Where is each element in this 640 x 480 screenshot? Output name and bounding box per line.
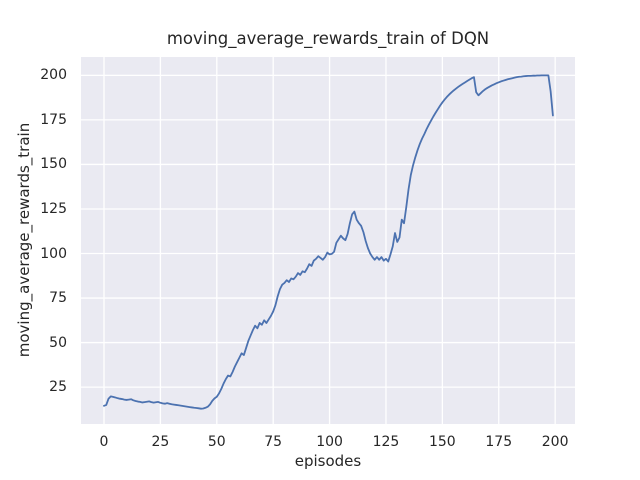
x-tick-label: 125 bbox=[372, 434, 400, 450]
reward-line bbox=[103, 74, 554, 410]
plot-area bbox=[81, 57, 575, 424]
x-tick-label: 100 bbox=[316, 434, 343, 450]
x-tick-label: 150 bbox=[428, 434, 456, 450]
plot-svg bbox=[81, 57, 575, 424]
y-axis-label: moving_average_rewards_train bbox=[15, 122, 33, 358]
x-tick-label: 25 bbox=[151, 434, 170, 450]
x-tick-label: 50 bbox=[207, 434, 226, 450]
x-axis-label: episodes bbox=[294, 452, 362, 470]
x-tick-label: 75 bbox=[264, 434, 283, 450]
x-tick-label: 175 bbox=[485, 434, 513, 450]
x-tick-label: 0 bbox=[99, 434, 109, 450]
chart-title: moving_average_rewards_train of DQN bbox=[166, 29, 490, 48]
x-tick-label: 200 bbox=[541, 434, 569, 450]
